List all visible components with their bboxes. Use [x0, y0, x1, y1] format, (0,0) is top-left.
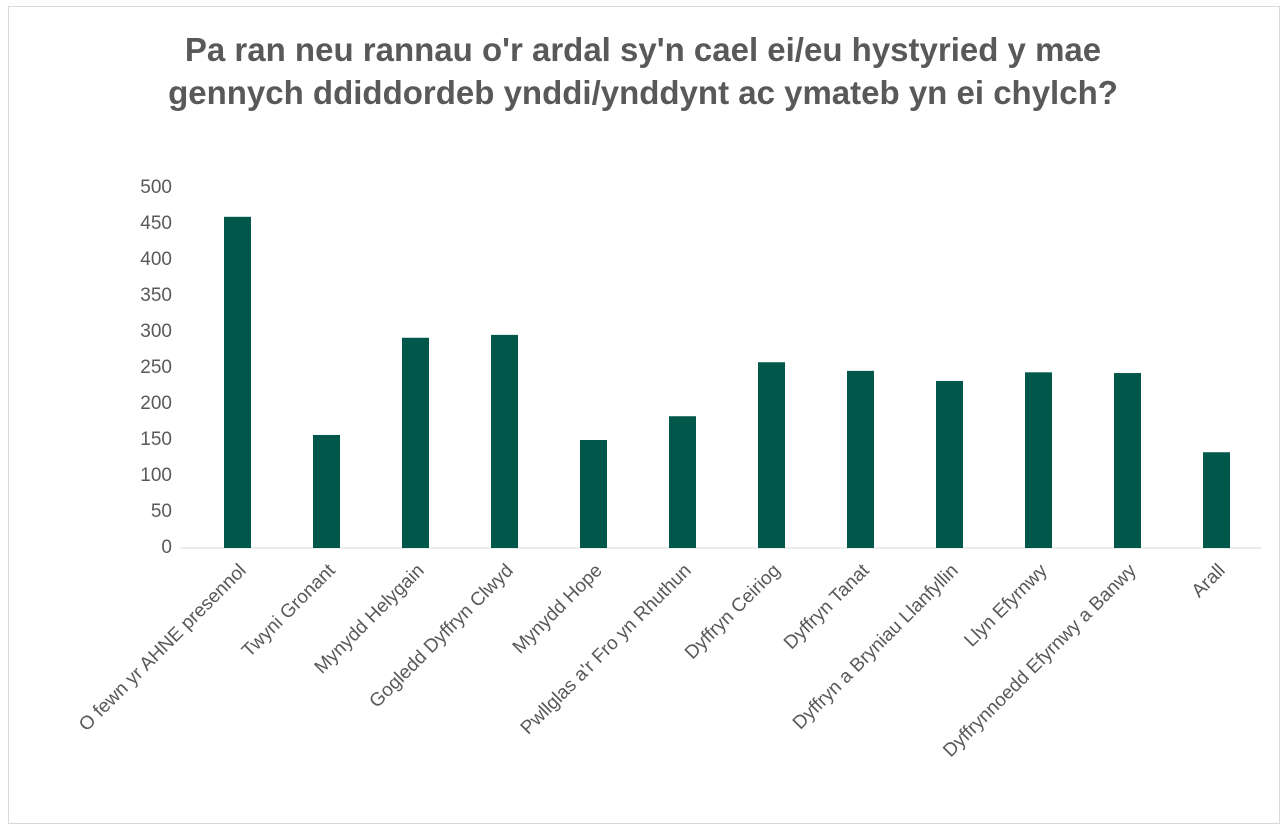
bar	[580, 440, 607, 548]
chart-title: Pa ran neu rannau o'r ardal sy'n cael ei…	[168, 31, 1118, 111]
y-tick-label: 50	[151, 501, 172, 522]
y-tick-label: 450	[140, 213, 172, 234]
x-tick-label: Llyn Efyrnwy	[961, 560, 1052, 651]
x-tick-label: Dyffryn Tanat	[780, 560, 874, 654]
x-tick-label: Twyni Gronant	[238, 560, 340, 662]
y-tick-label: 250	[140, 357, 172, 378]
bar	[936, 380, 963, 548]
bar	[491, 334, 518, 548]
bar	[224, 216, 251, 549]
bar	[669, 416, 696, 548]
y-tick-label: 350	[140, 285, 172, 306]
y-tick-label: 0	[161, 537, 172, 558]
x-tick-label: Pwllglas a'r Fro yn Rhuthun	[517, 560, 696, 739]
bar	[847, 370, 874, 548]
bar	[1114, 373, 1141, 548]
y-tick-label: 100	[140, 465, 172, 486]
chart-frame	[8, 6, 1280, 824]
bar	[402, 337, 429, 548]
x-tick-label: Dyffrynnoedd Efyrnwy a Banwy	[939, 560, 1141, 762]
y-tick-label: 400	[140, 249, 172, 270]
bar	[1025, 372, 1052, 548]
x-tick-label: Dyffryn a Bryniau Llanfyllin	[789, 560, 963, 734]
bar	[758, 362, 785, 548]
x-tick-label: Gogledd Dyffryn Clwyd	[366, 560, 518, 712]
x-tick-label: Arall	[1188, 560, 1230, 602]
y-tick-label: 200	[140, 393, 172, 414]
x-tick-label: Mynydd Hope	[509, 560, 607, 658]
bar	[1203, 452, 1230, 548]
y-tick-label: 150	[140, 429, 172, 450]
x-tick-label: O fewn yr AHNE presennol	[75, 560, 250, 735]
bar	[313, 434, 340, 548]
x-tick-label: Dyffryn Ceiriog	[681, 560, 784, 663]
y-tick-label: 500	[140, 177, 172, 198]
y-tick-label: 300	[140, 321, 172, 342]
